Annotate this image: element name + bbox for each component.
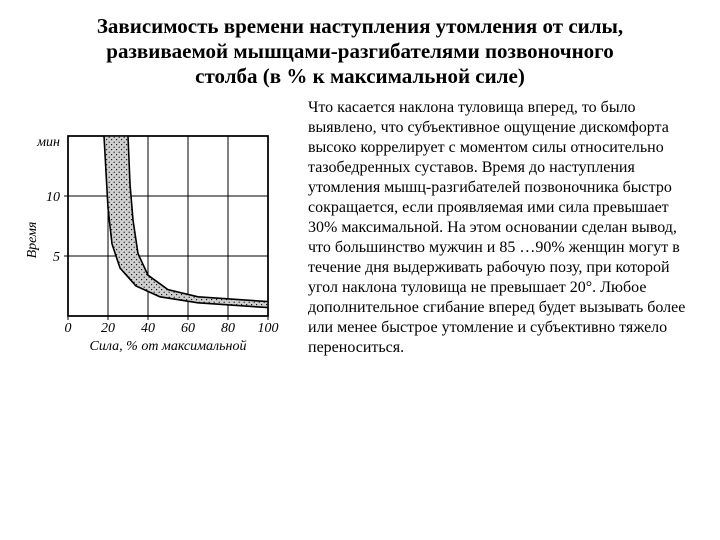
- body-paragraph: Что касается наклона туловища вперед, то…: [308, 98, 700, 358]
- svg-text:5: 5: [53, 250, 60, 265]
- svg-text:10: 10: [46, 190, 60, 205]
- svg-text:0: 0: [65, 321, 72, 336]
- svg-text:Сила, % от максимальной: Сила, % от максимальной: [90, 339, 247, 354]
- svg-text:40: 40: [141, 321, 155, 336]
- content-row: 0 20 40 60 80 100 5 10 мин Сила, % от максимально…: [0, 98, 720, 376]
- svg-text:60: 60: [181, 321, 195, 336]
- chart-svg: 0 20 40 60 80 100 5 10 мин Сила, % от максимально…: [18, 126, 288, 356]
- svg-text:100: 100: [258, 321, 279, 336]
- svg-text:80: 80: [221, 321, 235, 336]
- chart-column: 0 20 40 60 80 100 5 10 мин Сила, % от максимально…: [10, 98, 298, 376]
- fatigue-chart: 0 20 40 60 80 100 5 10 мин Сила, % от максимально…: [18, 126, 288, 376]
- title-line-1: Зависимость времени наступления утомлени…: [30, 14, 690, 39]
- text-column: Что касается наклона туловища вперед, то…: [298, 98, 700, 376]
- svg-text:20: 20: [101, 321, 115, 336]
- slide-title: Зависимость времени наступления утомлени…: [0, 0, 720, 98]
- title-line-2: развиваемой мышцами-разгибателями позвон…: [30, 39, 690, 64]
- svg-text:Время: Время: [25, 221, 40, 258]
- svg-text:мин: мин: [36, 135, 60, 150]
- title-line-3: столба (в % к максимальной силе): [30, 64, 690, 89]
